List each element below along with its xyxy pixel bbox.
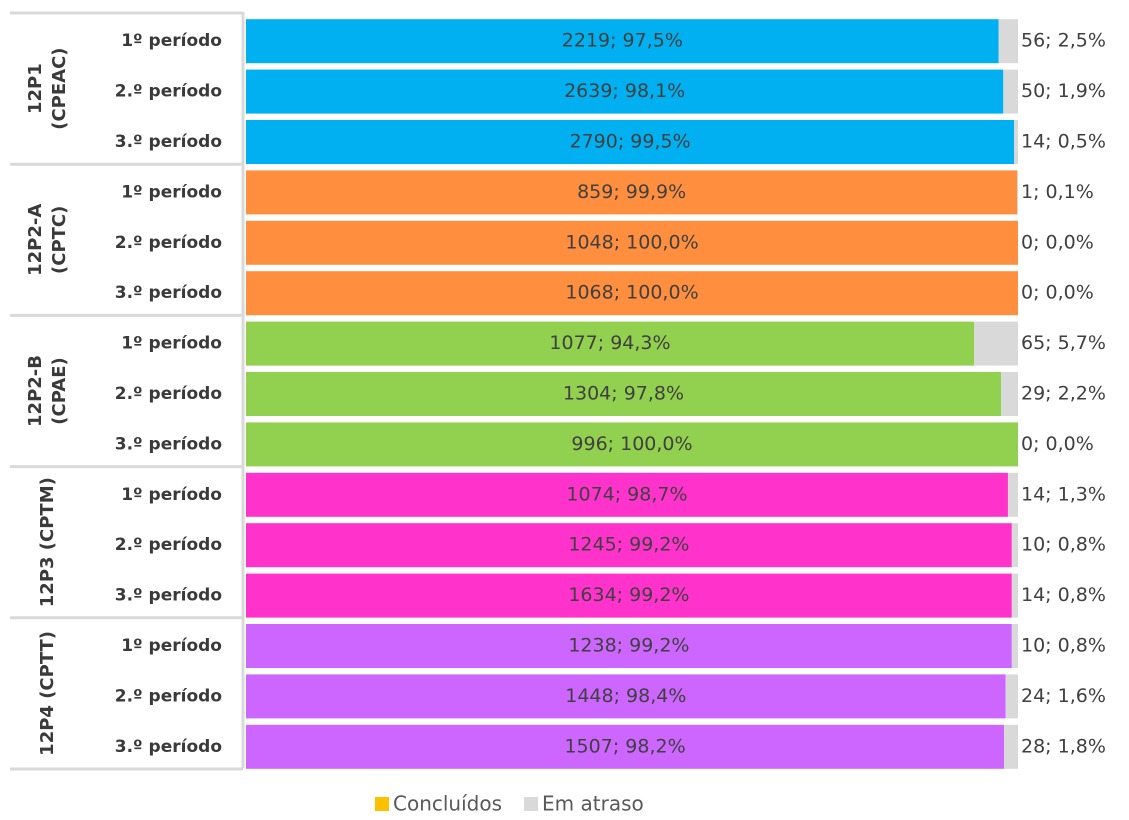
bar-segment: [1014, 120, 1018, 164]
data-label: 28; 1,8%: [1021, 735, 1106, 757]
bar-segment: [1005, 674, 1018, 719]
group-label: (CPTC): [49, 206, 70, 274]
data-label: 65; 5,7%: [1021, 332, 1106, 354]
bar-segment: [1004, 724, 1018, 769]
category-label: 2.º período: [115, 384, 222, 404]
group-label: 12P2-A: [25, 204, 46, 276]
bar-segment: [246, 220, 1018, 265]
bar-segment: [1011, 573, 1018, 618]
bar-segment: [1001, 372, 1018, 416]
bar-segment: [246, 372, 1002, 416]
data-label: 2219; 97,5%: [562, 30, 683, 52]
legend-label: Em atraso: [542, 792, 644, 816]
group-label: 12P2-B: [25, 355, 46, 427]
category-label: 3.º período: [115, 586, 222, 606]
data-label: 24; 1,6%: [1021, 685, 1106, 707]
category-label: 2.º período: [115, 535, 222, 555]
bar-segment: [1017, 170, 1018, 215]
data-label: 0; 0,0%: [1021, 433, 1094, 455]
bar-segment: [246, 472, 1008, 517]
legend-label: Concluídos: [393, 792, 502, 816]
group-label: (CPEAC): [49, 47, 70, 129]
data-label: 14; 0,8%: [1021, 584, 1106, 606]
data-label: 1077; 94,3%: [549, 332, 670, 354]
data-label: 29; 2,2%: [1021, 383, 1106, 405]
category-label: 2.º período: [115, 686, 222, 706]
bar-segment: [246, 69, 1004, 114]
data-label: 14; 1,3%: [1021, 483, 1106, 505]
bar-segment: [246, 573, 1012, 618]
data-label: 14; 0,5%: [1021, 131, 1106, 153]
data-label: 56; 2,5%: [1021, 30, 1106, 52]
legend-swatch: [375, 797, 389, 811]
data-label: 50; 1,9%: [1021, 80, 1106, 102]
category-label: 3.º período: [115, 132, 222, 152]
bar-segment: [973, 321, 1018, 366]
data-label: 2790; 99,5%: [569, 131, 690, 153]
bar-segment: [246, 19, 999, 64]
data-label: 996; 100,0%: [571, 433, 692, 455]
data-label: 1304; 97,8%: [563, 383, 684, 405]
data-label: 1074; 98,7%: [566, 483, 687, 505]
bar-segment: [246, 624, 1012, 668]
data-label: 1238; 99,2%: [568, 635, 689, 657]
bar-segment: [998, 19, 1018, 64]
data-label: 1048; 100,0%: [565, 231, 698, 253]
group-label: 12P1: [25, 63, 46, 114]
bar-segment: [246, 674, 1006, 719]
data-label: 859; 99,9%: [577, 181, 686, 203]
group-label: 12P4 (CPTT): [37, 631, 58, 756]
bar-segment: [246, 724, 1005, 769]
category-label: 1º período: [121, 334, 222, 354]
data-label: 1068; 100,0%: [565, 282, 698, 304]
data-label: 1448; 98,4%: [565, 685, 686, 707]
category-label: 3.º período: [115, 737, 222, 757]
data-label: 10; 0,8%: [1021, 534, 1106, 556]
category-label: 1º período: [121, 485, 222, 505]
bar-segment: [246, 120, 1015, 164]
group-label: (CPAE): [49, 357, 70, 424]
legend-swatch: [524, 797, 539, 811]
data-label: 0; 0,0%: [1021, 282, 1094, 304]
group-label: 12P3 (CPTM): [37, 477, 58, 607]
bar-segment: [1011, 624, 1018, 668]
category-label: 1º período: [121, 31, 222, 51]
data-label: 1634; 99,2%: [568, 584, 689, 606]
data-label: 1; 0,1%: [1021, 181, 1094, 203]
category-label: 2.º período: [115, 233, 222, 253]
category-label: 2.º período: [115, 82, 222, 102]
data-label: 10; 0,8%: [1021, 635, 1106, 657]
bar-segment: [246, 523, 1012, 568]
category-label: 1º período: [121, 182, 222, 202]
data-label: 1245; 99,2%: [568, 534, 689, 556]
bar-segment: [1003, 69, 1018, 114]
data-label: 2639; 98,1%: [564, 80, 685, 102]
bar-segment: [1011, 523, 1018, 568]
bar-segment: [246, 271, 1018, 316]
bar-segment: [246, 321, 974, 366]
bar-segment: [246, 170, 1018, 215]
bar-segment: [246, 422, 1018, 467]
category-label: 3.º período: [115, 434, 222, 454]
bar-segment: [1007, 472, 1018, 517]
data-label: 0; 0,0%: [1021, 231, 1094, 253]
data-label: 1507; 98,2%: [564, 735, 685, 757]
category-label: 3.º período: [115, 283, 222, 303]
category-label: 1º período: [121, 636, 222, 656]
